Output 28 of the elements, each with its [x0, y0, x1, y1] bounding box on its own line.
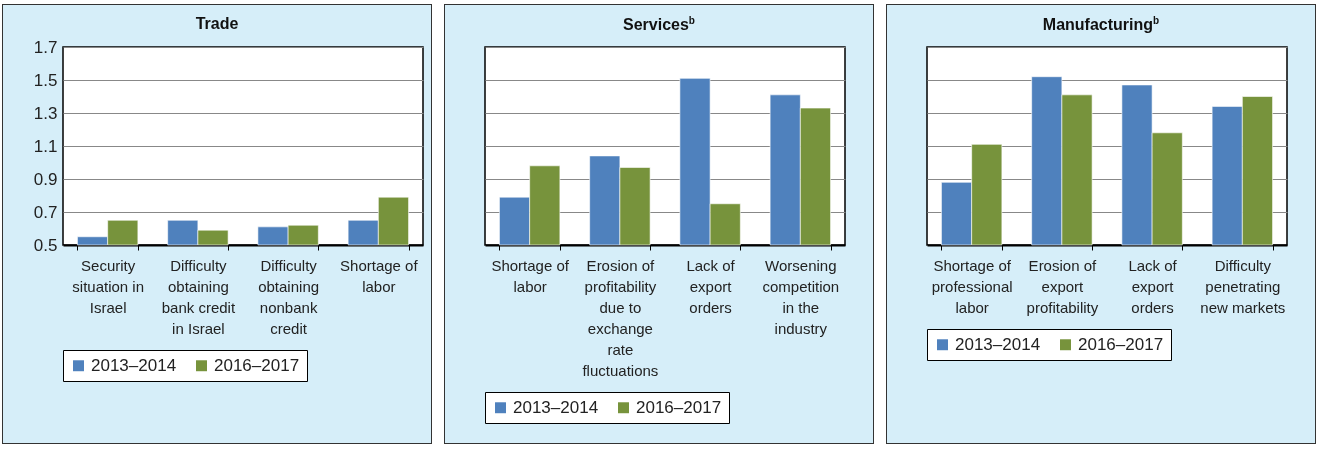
y-tick-label: 1.1 [33, 136, 58, 156]
legend-label: 2013–2014 [91, 355, 177, 375]
x-tick-label: Erosion of export profitability [1026, 256, 1099, 316]
x-tick-label: Erosion of profitability due to exchange rate fluctuations [582, 256, 659, 379]
chart-title: Trade [194, 15, 240, 34]
x-tick-label: Difficulty penetrating new markets [1200, 256, 1286, 316]
legend-label: 2016–2017 [1078, 334, 1164, 354]
x-tick-label: Lack of export orders [686, 256, 736, 316]
y-tick-label: 0.5 [33, 235, 58, 255]
x-tick-label: Shortage of labor [491, 256, 570, 295]
x-tick-label: Difficulty obtaining bank credit in Israel [161, 256, 236, 337]
x-tick-label: Shortage of professional labor [931, 256, 1013, 316]
x-tick-label: Security situation in Israel [72, 256, 145, 316]
x-tick-label: Shortage of labor [340, 256, 419, 295]
legend-label: 2013–2014 [513, 397, 599, 417]
x-tick-label: Difficulty obtaining nonbank credit [258, 256, 320, 337]
legend-label: 2016–2017 [214, 355, 300, 375]
y-tick-label: 0.9 [33, 169, 58, 189]
y-tick-label: 0.7 [33, 202, 58, 222]
legend-label: 2013–2014 [955, 334, 1041, 354]
legend-label: 2016–2017 [636, 397, 722, 417]
x-tick-label: Worsening competition in the industry [762, 256, 840, 337]
chart-title: Services$^{b}$ [622, 15, 696, 35]
y-tick-label: 1.7 [33, 37, 58, 57]
x-tick-label: Lack of export orders [1128, 256, 1178, 316]
chart-title: Manufacturing$^{b}$ [1041, 15, 1161, 35]
y-tick-label: 1.5 [33, 70, 58, 90]
y-tick-label: 1.3 [33, 103, 58, 123]
